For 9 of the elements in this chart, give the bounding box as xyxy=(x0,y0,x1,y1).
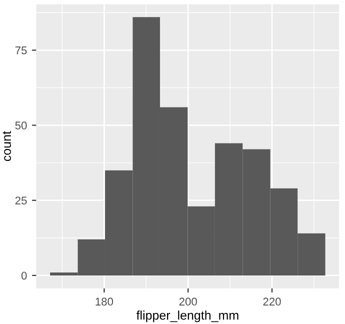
y-axis-title: count xyxy=(2,131,11,162)
y-tick-label: 75 xyxy=(15,46,27,54)
x-axis-title: flipper_length_mm xyxy=(136,310,238,322)
y-tick-label: 0 xyxy=(21,272,27,280)
x-tick-label: 200 xyxy=(179,298,197,306)
x-tick-label: 220 xyxy=(263,298,281,306)
y-tick-label: 50 xyxy=(15,122,27,130)
x-tick-label: 180 xyxy=(96,298,114,306)
y-tick-label: 25 xyxy=(15,196,27,204)
